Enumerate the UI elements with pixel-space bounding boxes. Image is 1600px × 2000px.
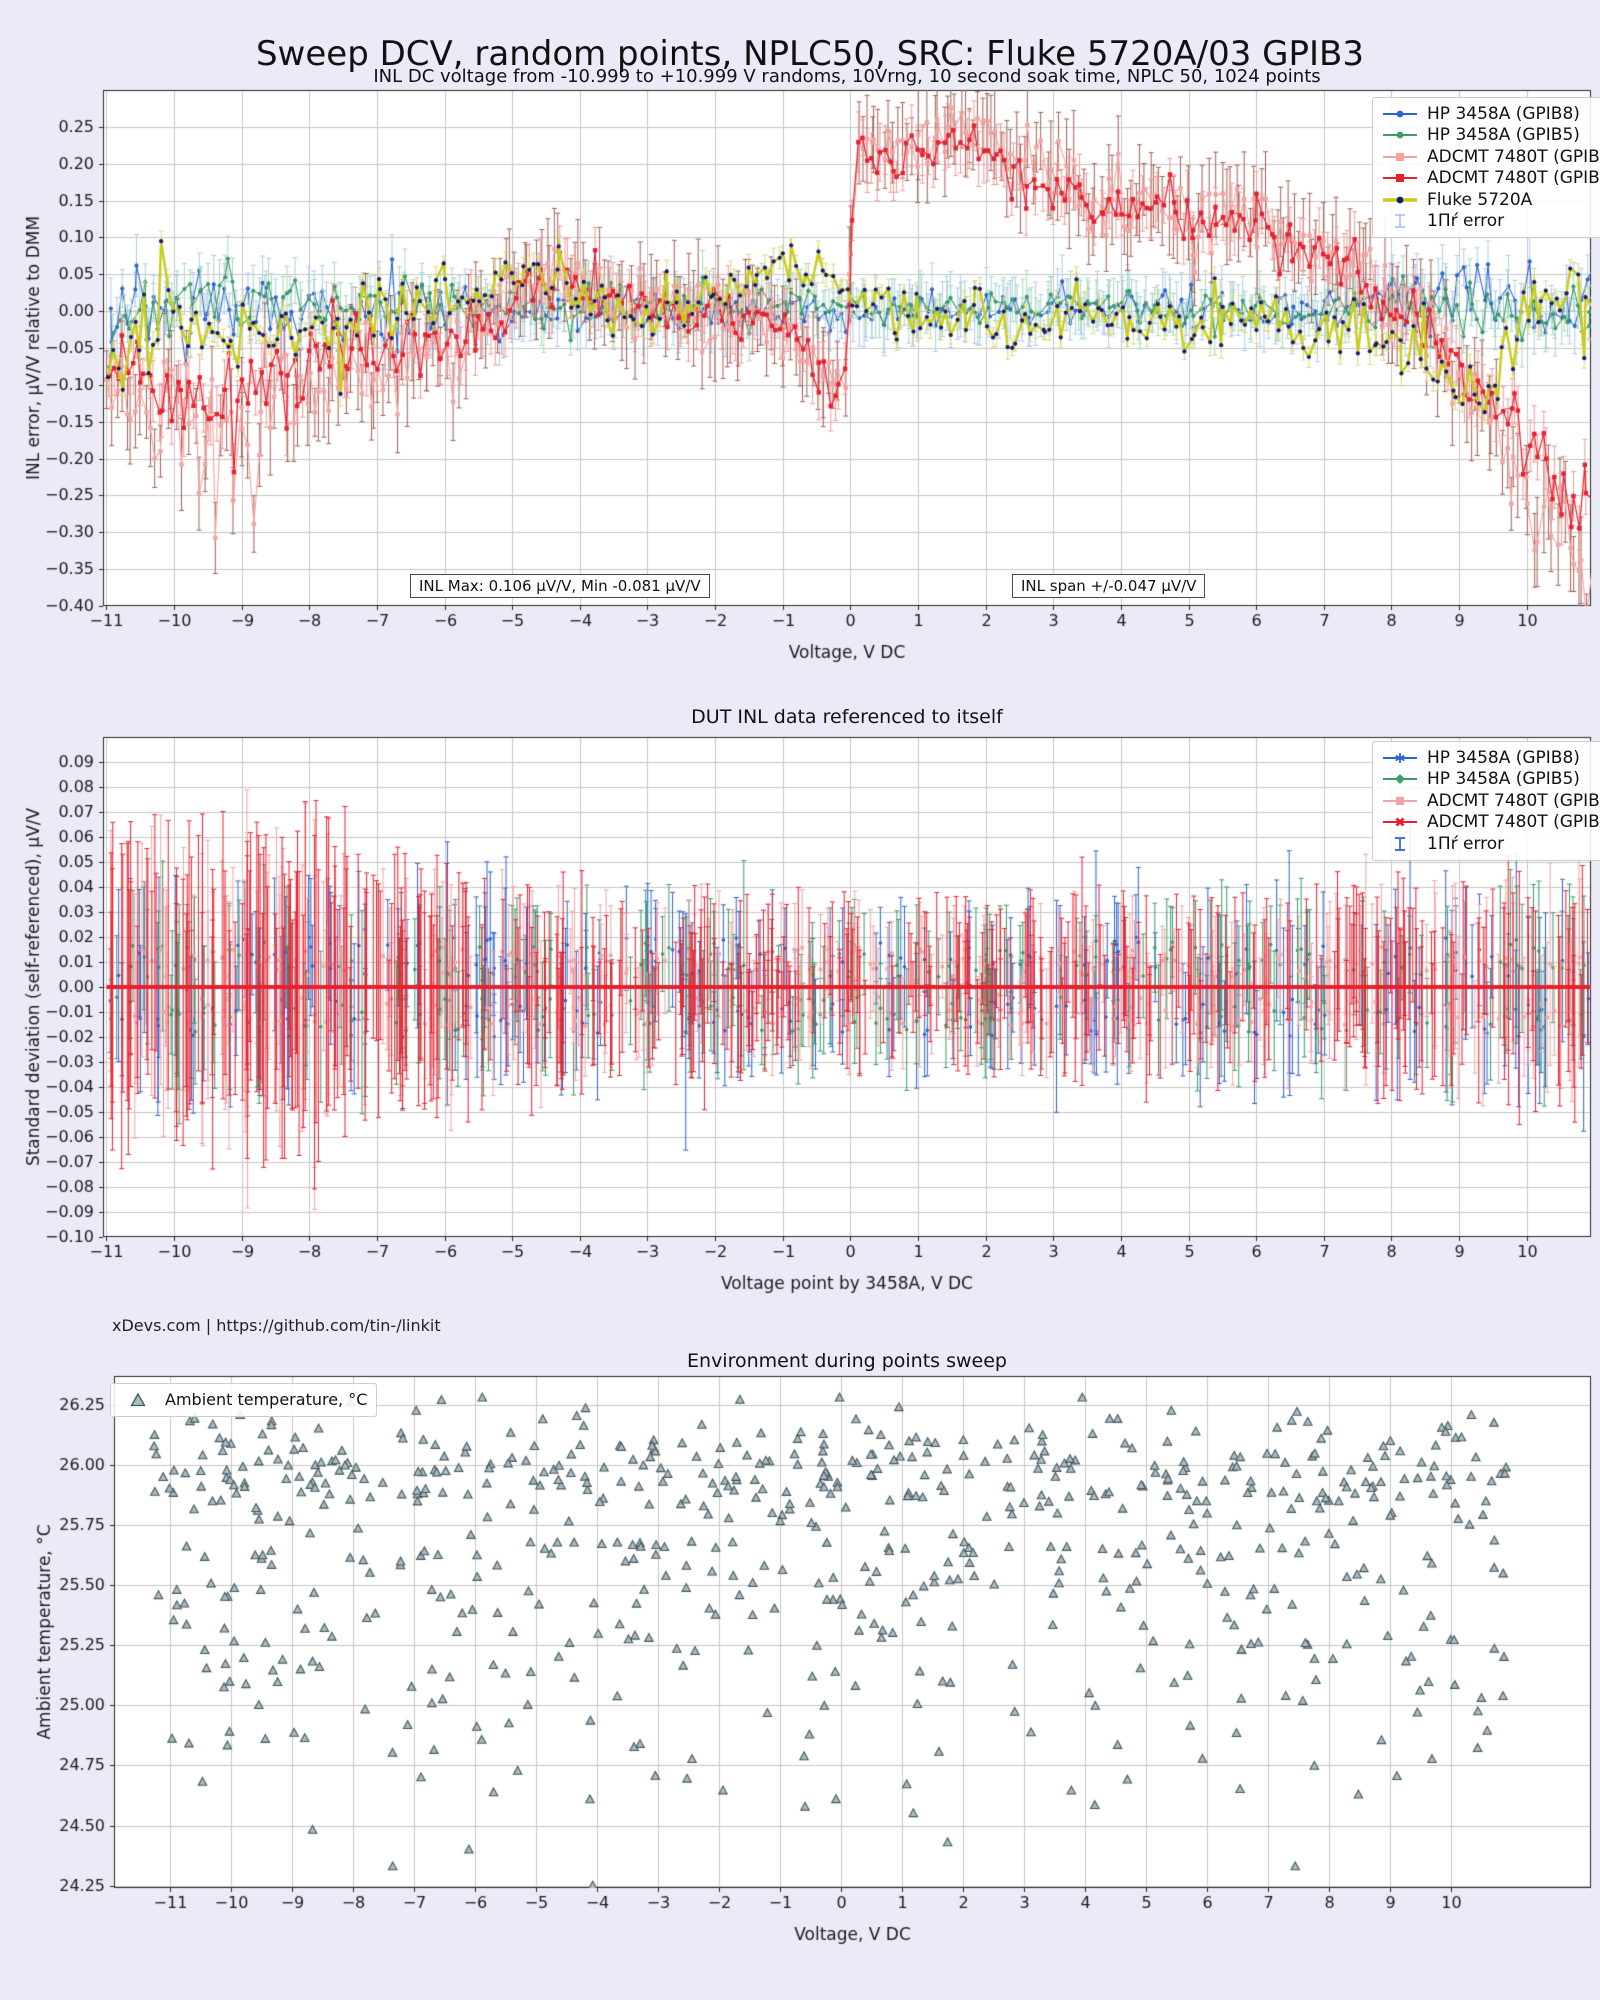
- legend-item: ADCMT 7480T (GPIB24): [1382, 790, 1600, 812]
- legend-item: ADCMT 7480T (GPIB25): [1382, 812, 1600, 834]
- legend-item: Ambient temperature, °C: [120, 1389, 367, 1411]
- legend-item: ADCMT 7480T (GPIB24): [1382, 146, 1600, 168]
- legend-marker-icon: [1383, 131, 1417, 139]
- legend-marker-icon: [1383, 196, 1417, 204]
- legend-mid-chart: HP 3458A (GPIB8) HP 3458A (GPIB5) ADCMT 74…: [1372, 741, 1600, 861]
- chart-mid-title: DUT INL data referenced to itself: [691, 706, 1003, 728]
- legend-marker-icon: [130, 1392, 146, 1406]
- legend-label: 1Πŕ error: [1427, 211, 1505, 232]
- legend-marker-icon: [1383, 110, 1417, 118]
- legend-label: 1Πŕ error: [1427, 833, 1505, 854]
- watermark-text: xDevs.com | https://github.com/tin-/link…: [112, 1316, 441, 1335]
- legend-item: 1Πŕ error: [1382, 833, 1600, 855]
- legend-label: HP 3458A (GPIB8): [1427, 747, 1580, 768]
- legend-item: ADCMT 7480T (GPIB25): [1382, 168, 1600, 190]
- legend-item: Fluke 5720A: [1382, 189, 1600, 211]
- inl-span-annotation: INL span +/-0.047 μV/V: [1012, 574, 1206, 598]
- legend-marker-icon: [1383, 752, 1417, 763]
- page-title: Sweep DCV, random points, NPLC50, SRC: F…: [255, 34, 1365, 74]
- legend-label: ADCMT 7480T (GPIB25): [1427, 812, 1600, 833]
- chart-bottom-title: Environment during points sweep: [687, 1350, 1007, 1372]
- legend-marker-icon: [1383, 174, 1417, 183]
- legend-label: ADCMT 7480T (GPIB25): [1427, 168, 1600, 189]
- legend-label: Fluke 5720A: [1427, 189, 1533, 210]
- legend-item: HP 3458A (GPIB8): [1382, 103, 1600, 125]
- legend-item: HP 3458A (GPIB8): [1382, 747, 1600, 769]
- legend-item: HP 3458A (GPIB5): [1382, 769, 1600, 791]
- legend-item: 1Πŕ error: [1382, 211, 1600, 233]
- legend-marker-icon: [1383, 152, 1417, 161]
- legend-label: HP 3458A (GPIB5): [1427, 769, 1580, 790]
- legend-marker-icon: [1383, 817, 1417, 827]
- legend-marker-icon: [1383, 796, 1417, 805]
- legend-item: HP 3458A (GPIB5): [1382, 125, 1600, 147]
- inl-maxmin-annotation: INL Max: 0.106 μV/V, Min -0.081 μV/V: [410, 574, 710, 598]
- legend-label: ADCMT 7480T (GPIB24): [1427, 790, 1600, 811]
- legend-marker-icon: [1395, 836, 1405, 851]
- legend-label: ADCMT 7480T (GPIB24): [1427, 146, 1600, 167]
- legend-bottom-chart: Ambient temperature, °C: [110, 1383, 378, 1417]
- legend-label: HP 3458A (GPIB8): [1427, 103, 1580, 124]
- legend-label: Ambient temperature, °C: [165, 1390, 368, 1410]
- page-subtitle: INL DC voltage from -10.999 to +10.999 V…: [373, 66, 1321, 87]
- legend-marker-icon: [1383, 774, 1417, 785]
- legend-label: HP 3458A (GPIB5): [1427, 125, 1580, 146]
- legend-marker-icon: [1395, 214, 1405, 229]
- legend-top-chart: HP 3458A (GPIB8) HP 3458A (GPIB5) ADCMT 74…: [1372, 97, 1600, 238]
